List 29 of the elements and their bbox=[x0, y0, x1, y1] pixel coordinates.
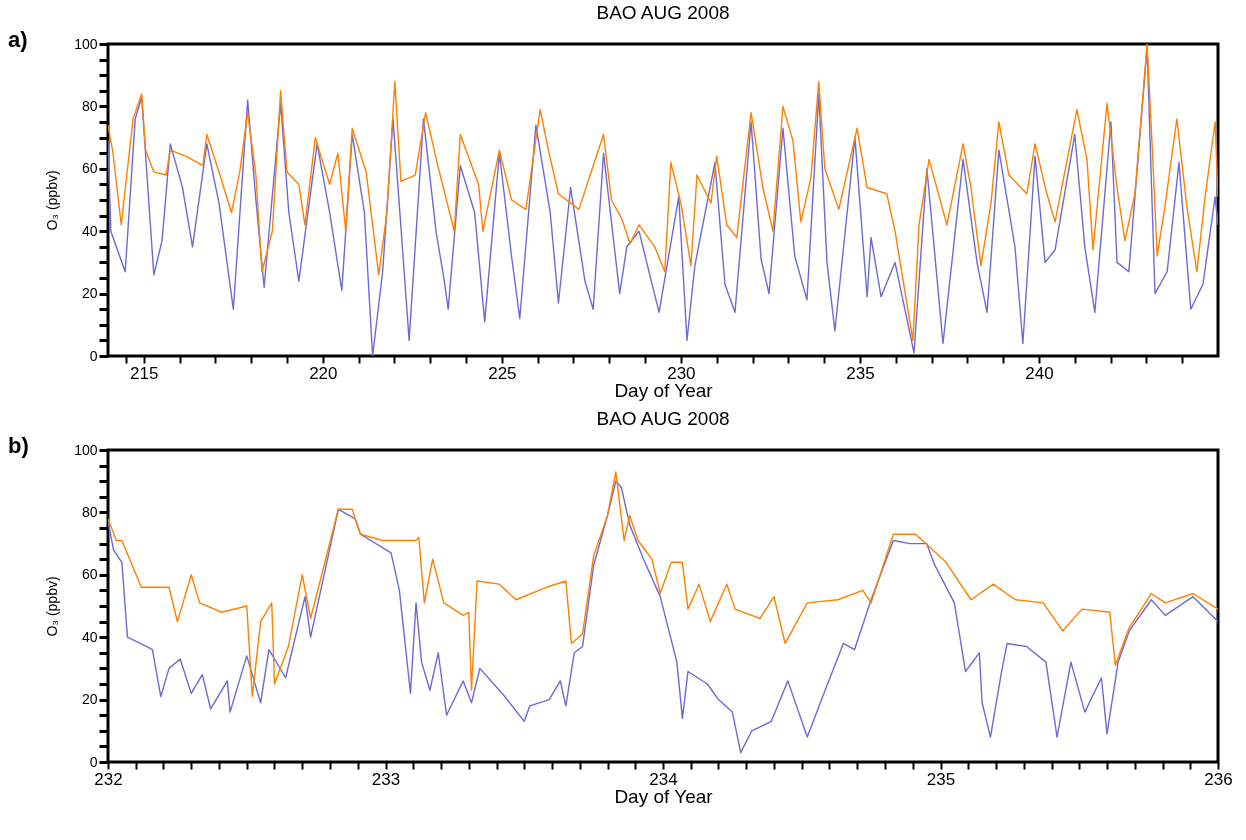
x-tick-label: 233 bbox=[371, 769, 401, 789]
y-tick-label: 100 bbox=[74, 35, 98, 52]
y-tick-label: 60 bbox=[81, 566, 98, 583]
x-tick-label: 215 bbox=[130, 363, 159, 383]
chart-title: BAO AUG 2008 bbox=[596, 408, 730, 429]
y-tick-label: 20 bbox=[81, 285, 98, 302]
y-tick-label: 40 bbox=[81, 222, 98, 239]
x-tick-label: 235 bbox=[846, 363, 875, 383]
line-series bbox=[108, 480, 1218, 754]
x-tick-label: 220 bbox=[309, 363, 338, 383]
y-axis-title: O₃ (ppbv) bbox=[44, 576, 61, 637]
y-axis-title: O₃ (ppbv) bbox=[44, 170, 61, 231]
y-tick-label: 80 bbox=[81, 97, 98, 114]
y-tick-label: 40 bbox=[81, 628, 98, 645]
x-tick-label: 232 bbox=[94, 769, 123, 789]
x-tick-label: 225 bbox=[488, 363, 517, 383]
x-tick-label: 236 bbox=[1204, 769, 1233, 789]
text: b) bbox=[8, 433, 29, 458]
line-series bbox=[108, 471, 1218, 698]
chart-title: BAO AUG 2008 bbox=[596, 2, 730, 23]
text: a) bbox=[8, 27, 28, 52]
x-tick-label: 240 bbox=[1025, 363, 1054, 383]
x-tick-label: 235 bbox=[926, 769, 956, 789]
y-tick-label: 0 bbox=[89, 753, 98, 770]
y-tick-label: 20 bbox=[81, 691, 98, 708]
y-tick-label: 0 bbox=[89, 347, 98, 364]
y-tick-label: 60 bbox=[81, 160, 98, 177]
y-tick-label: 100 bbox=[74, 441, 98, 458]
y-tick-label: 80 bbox=[81, 503, 98, 520]
